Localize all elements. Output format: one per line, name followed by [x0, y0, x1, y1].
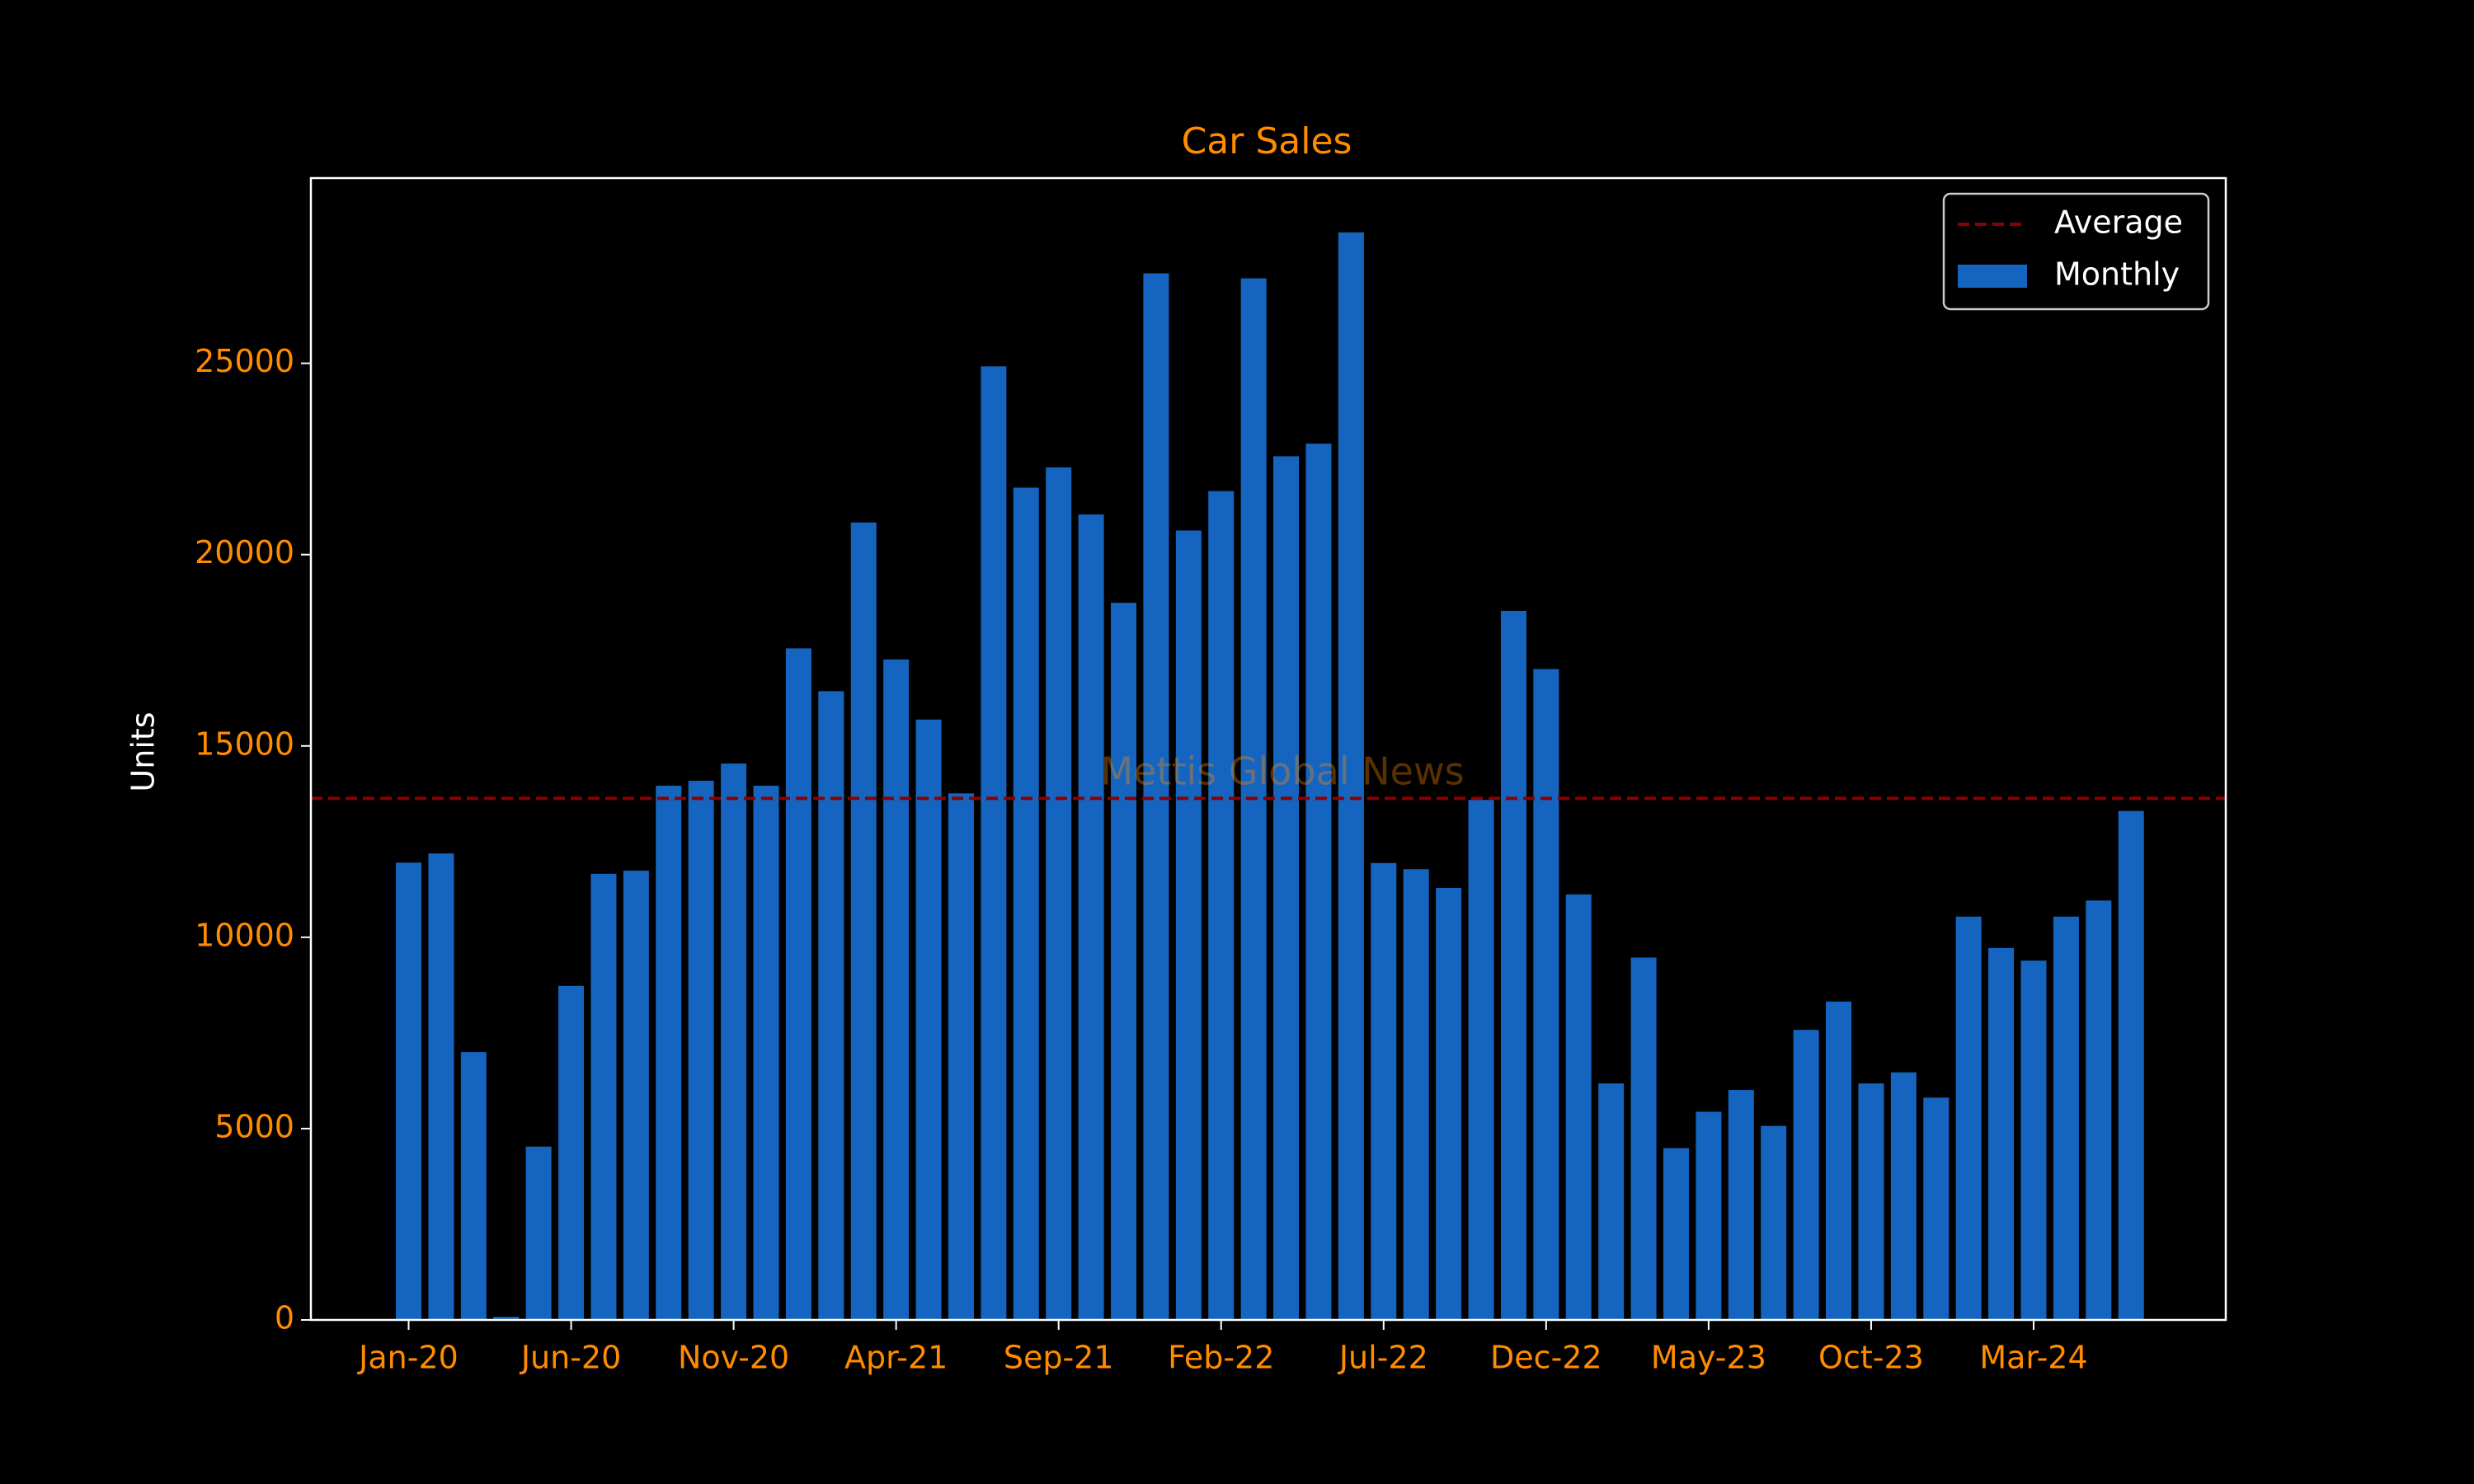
bar: [1598, 1083, 1625, 1320]
x-tick-label: Jan-20: [357, 1340, 459, 1376]
bar: [1565, 894, 1592, 1320]
bar: [428, 853, 454, 1320]
bar: [1923, 1097, 1950, 1320]
watermark: Mettis Global News: [1100, 749, 1464, 794]
y-tick-label: 5000: [214, 1108, 294, 1144]
bar: [1630, 957, 1657, 1320]
legend-swatch: [1958, 265, 2027, 288]
bar: [1696, 1111, 1722, 1320]
bar: [460, 1052, 487, 1320]
plot-frame: [309, 176, 2227, 1322]
bar: [1858, 1083, 1884, 1320]
x-tick-label: Feb-22: [1168, 1340, 1274, 1376]
bar: [525, 1146, 552, 1320]
bar: [850, 522, 877, 1320]
y-tick-label: 25000: [195, 343, 294, 379]
bar: [1371, 862, 1397, 1320]
x-tick-label: Oct-23: [1818, 1340, 1924, 1376]
bar: [1793, 1030, 1819, 1320]
x-tick-label: May-23: [1651, 1340, 1766, 1376]
bar: [915, 719, 942, 1320]
bar: [1403, 869, 1429, 1320]
bar: [590, 873, 617, 1320]
bar: [623, 871, 649, 1320]
bar: [1175, 530, 1202, 1320]
bar: [1208, 491, 1235, 1320]
bar: [1143, 273, 1169, 1320]
bar: [1046, 467, 1072, 1321]
bar: [1533, 669, 1559, 1320]
bar: [1338, 232, 1364, 1320]
bar: [493, 1317, 520, 1320]
y-tick-label: 20000: [195, 534, 294, 571]
bar: [1273, 456, 1300, 1320]
x-tick-label: Jul-22: [1338, 1340, 1428, 1376]
bar: [558, 985, 585, 1320]
bar: [1663, 1148, 1689, 1320]
bar: [1826, 1001, 1852, 1320]
bar: [1988, 947, 2015, 1320]
bar: [656, 786, 682, 1320]
legend-label: Average: [2054, 204, 2183, 241]
bar: [1728, 1090, 1754, 1320]
bar: [1078, 514, 1104, 1320]
bar: [883, 659, 910, 1320]
bar: [2118, 810, 2144, 1320]
bar: [688, 781, 714, 1320]
y-axis-label: Units: [125, 711, 162, 791]
bar: [1761, 1125, 1787, 1320]
bar: [948, 793, 974, 1320]
x-tick-label: Apr-21: [844, 1340, 948, 1376]
legend-label: Monthly: [2054, 256, 2180, 293]
bar: [1500, 610, 1526, 1320]
x-tick-label: Jun-20: [520, 1340, 621, 1376]
bar: [1305, 444, 1332, 1320]
bar: [753, 786, 779, 1320]
bar: [1468, 800, 1494, 1320]
bar: [981, 366, 1007, 1320]
y-tick-label: 10000: [195, 917, 294, 953]
bar: [2053, 916, 2079, 1320]
bar: [818, 691, 844, 1320]
bar: [1111, 603, 1137, 1320]
x-tick-label: Dec-22: [1490, 1340, 1602, 1376]
y-tick-label: 0: [275, 1300, 294, 1336]
x-tick-label: Mar-24: [1979, 1340, 2087, 1376]
bar: [785, 648, 811, 1320]
bar: [1013, 487, 1039, 1320]
bar: [2086, 900, 2112, 1320]
y-tick-label: 15000: [195, 726, 294, 762]
x-tick-label: Sep-21: [1004, 1340, 1114, 1376]
bar: [721, 763, 747, 1320]
bar: [1890, 1072, 1917, 1320]
chart-title: Car Sales: [1182, 120, 1352, 162]
bar: [1955, 916, 1982, 1320]
bar: [2020, 960, 2047, 1320]
x-tick-label: Nov-20: [678, 1340, 789, 1376]
bar: [1436, 887, 1462, 1320]
bar: [396, 862, 421, 1320]
